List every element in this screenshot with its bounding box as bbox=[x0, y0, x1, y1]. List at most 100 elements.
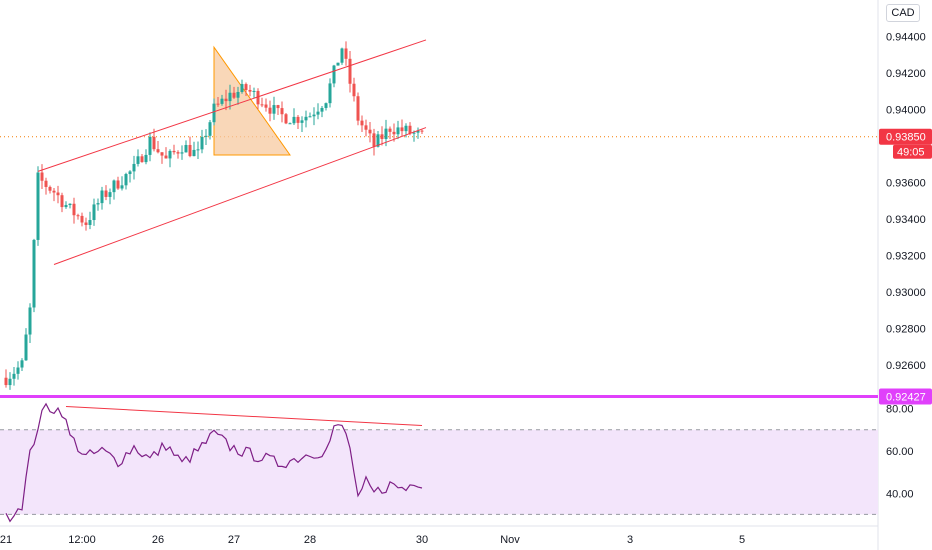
candle-body bbox=[172, 150, 176, 153]
candle-body bbox=[32, 239, 36, 308]
candle-body bbox=[72, 203, 76, 216]
candle-body bbox=[132, 163, 136, 172]
candle-body bbox=[320, 107, 324, 112]
candle-body bbox=[184, 144, 188, 153]
candle-body bbox=[248, 89, 252, 92]
candle-body bbox=[64, 205, 68, 208]
candle-body bbox=[244, 84, 248, 90]
rsi-tick-label: 80.00 bbox=[886, 404, 914, 416]
price-tick-label: 0.93400 bbox=[886, 214, 926, 226]
candle-body bbox=[20, 360, 24, 368]
candle-body bbox=[220, 98, 224, 104]
candle-body bbox=[280, 108, 284, 115]
candle-body bbox=[216, 103, 220, 105]
candle-body bbox=[372, 133, 376, 147]
candle-body bbox=[152, 136, 156, 150]
rsi-divergence-line bbox=[65, 405, 423, 427]
candle-body bbox=[364, 125, 368, 130]
rsi-band bbox=[0, 429, 878, 515]
candle-body bbox=[120, 185, 124, 189]
candle-body bbox=[308, 116, 312, 118]
candle-body bbox=[140, 156, 144, 163]
candle-body bbox=[36, 172, 40, 240]
time-tick-label: 28 bbox=[304, 534, 316, 546]
candle-body bbox=[368, 129, 372, 134]
candle-body bbox=[4, 377, 8, 386]
candle-body bbox=[68, 203, 72, 206]
countdown-label: 49:05 bbox=[897, 147, 925, 159]
candle-body bbox=[284, 114, 288, 124]
candle-body bbox=[316, 111, 320, 115]
candle-body bbox=[88, 220, 92, 225]
candle-body bbox=[416, 130, 420, 133]
candle-body bbox=[224, 98, 228, 102]
candle-body bbox=[128, 171, 132, 175]
candle-body bbox=[332, 65, 336, 84]
candle-body bbox=[80, 215, 84, 223]
candle-body bbox=[420, 130, 424, 132]
candle-body bbox=[16, 367, 20, 374]
candle-body bbox=[388, 128, 392, 132]
candle-body bbox=[336, 62, 340, 66]
candle-body bbox=[304, 116, 308, 121]
candle-body bbox=[136, 156, 140, 164]
candle-body bbox=[96, 203, 100, 205]
candle-body bbox=[360, 120, 364, 126]
candle-body bbox=[196, 149, 200, 151]
candle-body bbox=[204, 135, 208, 137]
candle-body bbox=[344, 48, 348, 59]
candle-body bbox=[144, 154, 148, 163]
support-price-tag bbox=[879, 388, 932, 405]
candle-body bbox=[376, 134, 380, 147]
time-tick-label: 12:00 bbox=[68, 534, 96, 546]
current-price-label: 0.93850 bbox=[886, 132, 926, 144]
candle-body bbox=[188, 144, 192, 157]
candle-body bbox=[44, 180, 48, 187]
candle-body bbox=[328, 83, 332, 104]
candle-body bbox=[48, 186, 52, 191]
candle-body bbox=[384, 128, 388, 139]
rsi-tick-label: 60.00 bbox=[886, 446, 914, 458]
candle-body bbox=[392, 131, 396, 135]
price-tick-label: 0.94000 bbox=[886, 104, 926, 116]
price-tick-label: 0.93200 bbox=[886, 250, 926, 262]
time-tick-label: 26 bbox=[152, 534, 164, 546]
time-tick-label: 30 bbox=[416, 534, 428, 546]
candle-body bbox=[104, 190, 108, 197]
candle-body bbox=[212, 103, 216, 123]
candle-body bbox=[240, 84, 244, 92]
candle-body bbox=[40, 172, 44, 181]
candle-body bbox=[260, 104, 264, 106]
candle-body bbox=[268, 107, 272, 114]
candle-body bbox=[288, 123, 292, 125]
candle-body bbox=[236, 91, 240, 98]
candle-body bbox=[124, 174, 128, 186]
candle-body bbox=[412, 132, 416, 134]
currency-selector[interactable]: CAD bbox=[886, 4, 920, 22]
candle-body bbox=[100, 190, 104, 204]
candle-body bbox=[200, 136, 204, 150]
candle-body bbox=[12, 373, 16, 379]
candle-body bbox=[352, 83, 356, 97]
candle-body bbox=[156, 149, 160, 153]
time-tick-label: 27 bbox=[228, 534, 240, 546]
candle-body bbox=[180, 152, 184, 154]
price-tick-label: 0.94200 bbox=[886, 68, 926, 80]
candle-body bbox=[232, 92, 236, 98]
candle-body bbox=[52, 190, 56, 193]
candle-body bbox=[408, 125, 412, 134]
candle-body bbox=[60, 195, 64, 208]
time-tick-label: 3 bbox=[627, 534, 633, 546]
candle-body bbox=[160, 152, 164, 156]
candle-body bbox=[396, 127, 400, 135]
time-tick-label: 21 bbox=[0, 534, 12, 546]
price-tick-label: 0.93000 bbox=[886, 287, 926, 299]
channel-upper-line bbox=[37, 39, 427, 172]
price-tick-label: 0.92600 bbox=[886, 360, 926, 372]
candle-body bbox=[252, 90, 256, 92]
candle-body bbox=[264, 104, 268, 108]
candle-body bbox=[84, 222, 88, 225]
candle-body bbox=[276, 105, 280, 109]
candle-body bbox=[256, 90, 260, 105]
